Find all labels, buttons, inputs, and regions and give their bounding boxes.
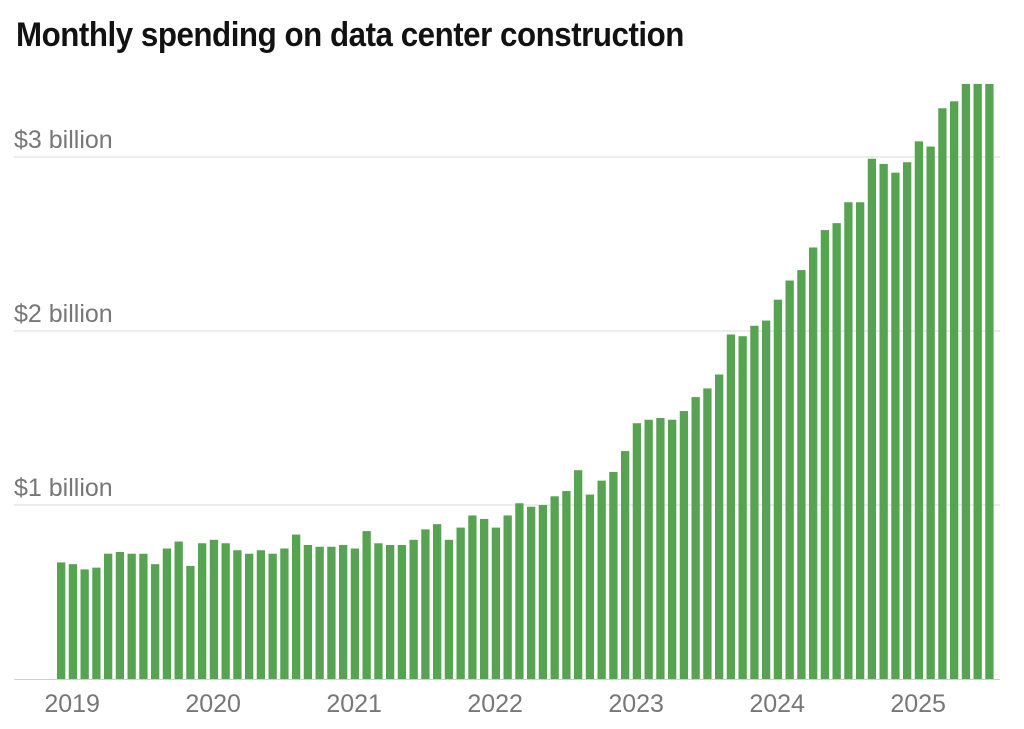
bar [597, 480, 606, 679]
bar [174, 541, 183, 679]
bar [844, 202, 853, 680]
bar [903, 162, 912, 680]
bar [515, 503, 524, 679]
bar [679, 411, 689, 679]
bar [750, 325, 759, 679]
bar [668, 419, 677, 679]
bar [856, 202, 865, 680]
y-tick-label: $2 billion [14, 300, 113, 328]
bar [92, 567, 101, 679]
bar [386, 545, 395, 679]
bar [480, 518, 489, 679]
bar [409, 539, 418, 679]
bar [209, 539, 219, 679]
bar [832, 223, 841, 679]
bar [656, 418, 665, 679]
bar [644, 419, 653, 679]
bar [68, 564, 78, 679]
bar [280, 548, 289, 679]
bar [691, 397, 700, 679]
bar [973, 83, 982, 680]
bar [797, 270, 806, 679]
x-axis-labels: 2019 2020 2021 2022 2023 2024 2025 [44, 690, 946, 718]
bar [762, 320, 771, 679]
bar [233, 550, 242, 679]
bar [268, 553, 277, 679]
bar [256, 550, 266, 679]
bar [914, 141, 924, 680]
bar [562, 491, 571, 679]
bar [115, 551, 125, 679]
x-tick-label: 2021 [326, 690, 382, 718]
y-axis-labels: $1 billion $2 billion $3 billion [14, 126, 113, 502]
bar [350, 548, 360, 679]
bar [397, 545, 407, 679]
bar [538, 505, 548, 679]
x-tick-label: 2023 [608, 690, 664, 718]
bar [491, 527, 501, 679]
bar [632, 423, 642, 679]
bar [550, 496, 559, 679]
bar [127, 553, 136, 679]
bar [809, 247, 818, 680]
bar [609, 471, 618, 679]
bar [503, 515, 512, 679]
bar [527, 506, 536, 679]
bar [985, 83, 994, 680]
bar [104, 553, 113, 679]
bar [245, 553, 254, 679]
x-tick-label: 2020 [185, 690, 241, 718]
bar [315, 546, 324, 679]
chart-title: Monthly spending on data center construc… [16, 16, 684, 54]
bar [574, 470, 583, 679]
bar [938, 108, 947, 679]
bar [703, 388, 712, 679]
bar [362, 531, 371, 679]
bar [961, 83, 971, 680]
y-tick-label: $3 billion [14, 126, 113, 154]
bar [162, 548, 172, 679]
bar [292, 534, 301, 679]
bar [57, 562, 66, 679]
x-tick-label: 2024 [749, 690, 805, 718]
bar [421, 529, 430, 679]
bar [327, 546, 336, 679]
bar [444, 539, 454, 679]
bar [151, 564, 160, 679]
bar [374, 543, 383, 679]
bar [80, 569, 89, 679]
x-tick-label: 2025 [890, 690, 946, 718]
bar [820, 230, 830, 679]
y-tick-label: $1 billion [14, 474, 113, 502]
bar [221, 543, 230, 679]
bar [621, 451, 630, 679]
bars [57, 83, 994, 680]
bar [585, 494, 595, 679]
bar [879, 163, 888, 679]
x-tick-label: 2019 [44, 690, 100, 718]
bar [198, 543, 207, 679]
bar [950, 101, 959, 679]
bar [926, 146, 935, 679]
bar [186, 565, 195, 679]
bar [738, 336, 747, 679]
x-tick-label: 2022 [467, 690, 523, 718]
bar [468, 515, 477, 679]
bar [339, 545, 348, 679]
bar [785, 280, 794, 679]
bar [726, 334, 736, 679]
bar [303, 545, 313, 679]
bar [891, 172, 900, 679]
bar [433, 524, 442, 679]
bar [139, 553, 148, 679]
bar [715, 374, 724, 679]
bar [456, 527, 465, 679]
bar [773, 299, 783, 679]
bar [867, 158, 877, 680]
